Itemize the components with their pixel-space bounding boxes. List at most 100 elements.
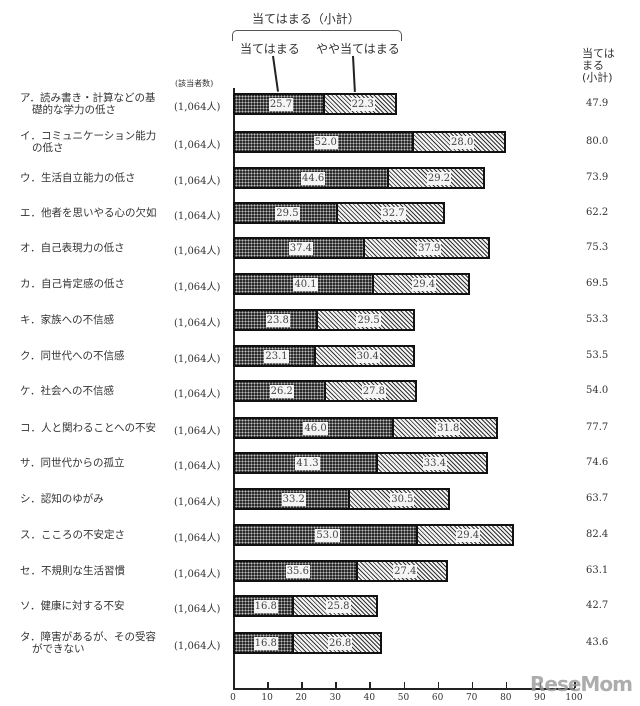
- legend-series-b: やや当てはまる: [316, 42, 400, 56]
- bar-segment-atehamaru: 35.6: [235, 562, 357, 580]
- bar-value-label: 33.2: [281, 493, 306, 506]
- bar-segment-yaya-atehamaru: 29.5: [316, 311, 413, 329]
- bar-value-label: 29.4: [411, 278, 437, 291]
- row-label-line: コ．人と関わることへの不安: [20, 422, 156, 434]
- bar-value-label: 31.8: [436, 422, 461, 435]
- bar-segment-yaya-atehamaru: 28.0: [412, 133, 504, 151]
- row-subtotal: 53.5: [586, 350, 609, 361]
- row-label-line: イ．コミュニケーション能力: [20, 130, 157, 142]
- row-count: (1,064人): [174, 641, 221, 652]
- stacked-bar: 37.4 37.9: [233, 237, 490, 259]
- row-label: エ．他者を思いやる心の欠如: [20, 207, 170, 219]
- legend-brace: [232, 30, 402, 41]
- legend-leader-a: [272, 55, 279, 92]
- bar-segment-yaya-atehamaru: 26.8: [292, 634, 380, 652]
- bar-value-label: 26.2: [269, 385, 294, 398]
- subtotal-header-line: (小計): [582, 71, 613, 84]
- stacked-bar: 41.3 33.4: [233, 452, 488, 474]
- stacked-bar: 33.2 30.5: [233, 488, 451, 510]
- x-axis-tick: [267, 682, 269, 688]
- x-axis-tick-label: 60: [431, 693, 444, 703]
- stacked-bar: 40.1 29.4: [233, 273, 470, 295]
- row-label-line: ウ．生活自立能力の低さ: [20, 172, 136, 184]
- count-header: (該当者数): [175, 79, 214, 88]
- x-axis-tick-label: 0: [230, 693, 236, 703]
- bar-segment-atehamaru: 23.1: [235, 347, 314, 365]
- row-subtotal: 73.9: [586, 172, 609, 183]
- bar-value-label: 40.1: [293, 278, 318, 291]
- bar-segment-atehamaru: 41.3: [235, 454, 376, 472]
- row-label: オ．自己表現力の低さ: [20, 242, 170, 254]
- bar-value-label: 16.8: [253, 600, 278, 613]
- subtotal-header-line: まる: [582, 59, 604, 72]
- x-axis-tick: [505, 682, 508, 688]
- bar-value-label: 32.7: [381, 207, 406, 220]
- row-label: タ．障害があるが、その受容 ができない: [20, 631, 170, 655]
- bar-segment-atehamaru: 40.1: [235, 275, 372, 293]
- row-subtotal: 62.2: [586, 207, 609, 218]
- row-count: (1,064人): [174, 282, 221, 293]
- row-count: (1,064人): [174, 497, 221, 508]
- bar-value-label: 22.3: [350, 98, 375, 111]
- row-label-line: ス．こころの不安定さ: [20, 529, 125, 541]
- row-label: ア．読み書き・計算などの基 礎的な学力の低さ: [20, 92, 170, 116]
- row-label-line: ク．同世代への不信感: [20, 350, 125, 362]
- bar-segment-atehamaru: 26.2: [235, 382, 325, 400]
- bar-segment-atehamaru: 37.4: [235, 239, 363, 257]
- stacked-bar: 16.8 26.8: [233, 632, 382, 654]
- bar-segment-yaya-atehamaru: 32.7: [335, 204, 444, 222]
- x-axis-tick: [471, 682, 474, 688]
- row-count: (1,064人): [174, 211, 221, 222]
- row-label: ス．こころの不安定さ: [20, 529, 170, 541]
- row-label-line: サ．同世代からの孤立: [20, 457, 125, 469]
- bar-value-label: 41.3: [295, 457, 320, 470]
- row-label-line: ができない: [32, 643, 85, 655]
- bar-value-label: 46.0: [303, 422, 328, 435]
- bar-value-label: 16.8: [253, 637, 278, 650]
- bar-value-label: 23.1: [264, 350, 289, 363]
- row-label-line: シ．認知のゆがみ: [20, 493, 104, 505]
- x-axis-tick: [403, 682, 405, 688]
- row-label-line: キ．家族への不信感: [20, 314, 115, 326]
- bar-segment-yaya-atehamaru: 37.9: [362, 239, 488, 257]
- row-label-line: の低さ: [32, 142, 64, 154]
- bar-segment-atehamaru: 16.8: [235, 634, 293, 652]
- bar-segment-yaya-atehamaru: 29.4: [371, 275, 468, 293]
- row-subtotal: 54.0: [586, 385, 609, 396]
- row-label: ソ．健康に対する不安: [20, 600, 170, 612]
- row-count: (1,064人): [174, 318, 221, 329]
- bar-value-label: 29.5: [275, 207, 300, 220]
- row-label: コ．人と関わることへの不安: [20, 422, 170, 434]
- row-label-line: ケ．社会への不信感: [20, 385, 114, 397]
- row-count: (1,064人): [174, 140, 221, 151]
- x-axis-line: [233, 688, 575, 690]
- subtotal-header: 当ては まる (小計): [582, 48, 615, 84]
- row-subtotal: 77.7: [586, 422, 609, 433]
- row-label: ク．同世代への不信感: [20, 350, 170, 362]
- x-axis-tick: [301, 682, 303, 688]
- bar-segment-atehamaru: 33.2: [235, 490, 349, 508]
- bar-segment-yaya-atehamaru: 30.4: [313, 347, 414, 365]
- row-count: (1,064人): [174, 461, 221, 472]
- bar-segment-yaya-atehamaru: 27.8: [324, 382, 416, 400]
- row-count: (1,064人): [174, 102, 221, 113]
- bar-segment-yaya-atehamaru: 25.8: [292, 597, 377, 615]
- stacked-bar: 29.5 32.7: [233, 202, 446, 224]
- bar-segment-yaya-atehamaru: 33.4: [375, 454, 486, 472]
- row-label-line: エ．他者を思いやる心の欠如: [20, 207, 157, 219]
- legend-subtotal-title: 当てはまる（小計）: [252, 12, 360, 26]
- row-count: (1,064人): [174, 604, 221, 615]
- legend-series-a: 当てはまる: [240, 42, 300, 56]
- row-subtotal: 53.3: [586, 314, 609, 325]
- row-label: キ．家族への不信感: [20, 314, 170, 326]
- stacked-bar: 26.2 27.8: [233, 380, 418, 402]
- bar-value-label: 35.6: [285, 565, 310, 578]
- stacked-bar: 23.8 29.5: [233, 309, 415, 331]
- row-subtotal: 63.1: [586, 565, 609, 576]
- bar-segment-yaya-atehamaru: 29.2: [387, 169, 483, 187]
- row-label-line: ア．読み書き・計算などの基: [20, 92, 156, 104]
- bar-segment-yaya-atehamaru: 27.4: [356, 562, 446, 580]
- x-axis-tick-label: 50: [397, 693, 410, 703]
- bar-value-label: 44.6: [301, 172, 326, 185]
- x-axis-tick-label: 10: [261, 693, 273, 703]
